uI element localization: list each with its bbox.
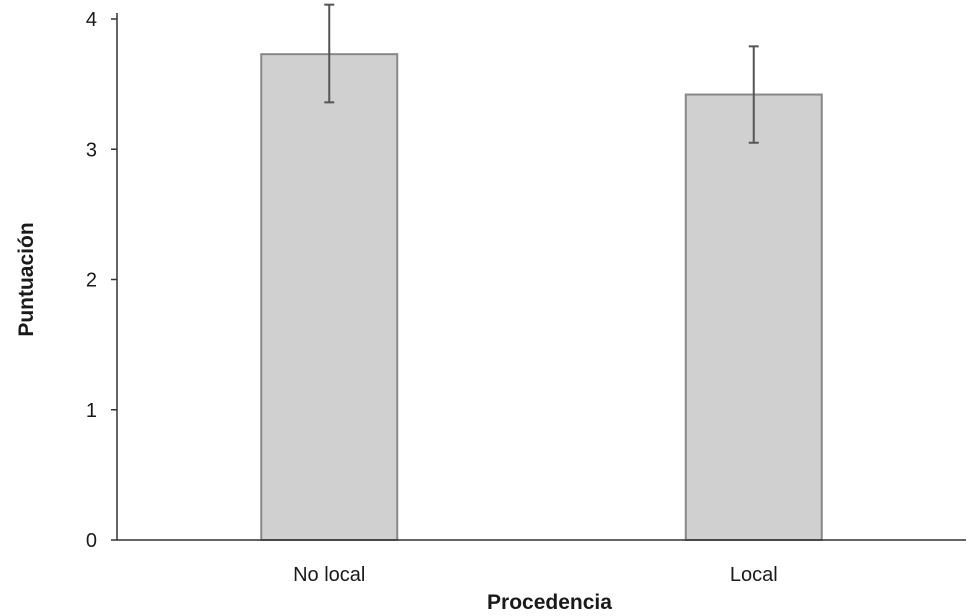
x-tick-label: No local	[293, 564, 365, 586]
y-tick-label: 0	[86, 530, 97, 552]
bars-layer	[260, 53, 823, 541]
y-ticks-layer: 0 1 2 3 4	[86, 9, 117, 552]
y-tick-label: 4	[86, 9, 97, 31]
bar-no-local	[260, 53, 399, 541]
y-tick-label: 1	[86, 400, 97, 422]
y-tick-label: 2	[86, 270, 97, 292]
x-ticks-layer: No local Local	[293, 564, 778, 586]
bar-local	[684, 93, 823, 541]
y-tick-label: 3	[86, 139, 97, 161]
y-axis-title: Puntuación	[15, 222, 38, 336]
axes-layer	[116, 13, 966, 541]
x-axis-title: Procedencia	[487, 591, 612, 614]
error-bars-layer	[324, 3, 759, 144]
x-tick-label: Local	[730, 564, 778, 586]
